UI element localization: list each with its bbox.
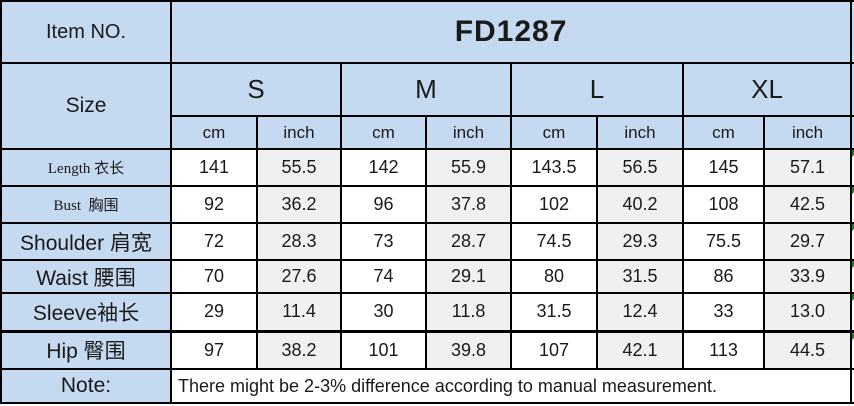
note-label-cell: Note: <box>0 368 172 404</box>
cell-bust-l-cm: 102 <box>510 185 598 224</box>
cell-shoulder-xl-cm: 75.5 <box>682 222 765 261</box>
cell-length-l-inch: 56.5 <box>596 148 684 187</box>
size-header-xl: XL <box>681 62 853 117</box>
cell-bust-xl-cm: 108 <box>682 185 765 224</box>
cell-bust-xl-inch: 42.5 <box>763 185 853 224</box>
unit-header-xl-inch: inch <box>763 115 853 150</box>
unit-header-m-cm: cm <box>340 115 427 150</box>
cell-hip-l-inch: 42.1 <box>596 329 684 370</box>
cell-waist-m-cm: 74 <box>340 259 427 294</box>
note-text-cell: There might be 2-3% difference according… <box>169 368 853 404</box>
unit-header-l-inch: inch <box>596 115 684 150</box>
cell-length-m-inch: 55.9 <box>425 148 512 187</box>
cell-waist-xl-inch: 33.9 <box>763 259 853 294</box>
cell-shoulder-l-inch: 29.3 <box>596 222 684 261</box>
cell-waist-l-cm: 80 <box>510 259 598 294</box>
size-header-m: M <box>340 62 512 117</box>
cell-waist-s-cm: 70 <box>170 259 258 294</box>
cell-shoulder-m-cm: 73 <box>340 222 427 261</box>
table-row-waist: Waist 腰围 70 27.6 74 29.1 80 31.5 86 33.9 <box>0 259 854 294</box>
table-row-sleeve: Sleeve袖长 29 11.4 30 11.8 31.5 12.4 33 13.0 <box>0 292 854 332</box>
cell-waist-m-inch: 29.1 <box>425 259 512 294</box>
cell-hip-l-cm: 107 <box>510 329 598 370</box>
cell-length-xl-inch: 57.1 <box>763 148 853 187</box>
cell-waist-s-inch: 27.6 <box>256 259 342 294</box>
cell-waist-xl-cm: 86 <box>682 259 765 294</box>
size-label-cell: Size <box>0 62 172 150</box>
table-row-length: Length 衣长 141 55.5 142 55.9 143.5 56.5 145 57.1 <box>0 148 854 187</box>
cell-bust-s-inch: 36.2 <box>256 185 342 224</box>
cell-sleeve-s-inch: 11.4 <box>256 292 342 332</box>
cell-length-l-cm: 143.5 <box>510 148 598 187</box>
item-no-value-cell: FD1287 <box>169 0 853 64</box>
cell-bust-m-cm: 96 <box>340 185 427 224</box>
unit-header-xl-cm: cm <box>682 115 765 150</box>
cell-sleeve-l-cm: 31.5 <box>510 292 598 332</box>
cell-hip-m-inch: 39.8 <box>425 329 512 370</box>
row-label-waist: Waist 腰围 <box>0 259 172 294</box>
cell-bust-m-inch: 37.8 <box>425 185 512 224</box>
unit-header-l-cm: cm <box>510 115 598 150</box>
size-header-s: S <box>170 62 342 117</box>
cell-hip-xl-cm: 113 <box>682 329 765 370</box>
cell-shoulder-s-cm: 72 <box>170 222 258 261</box>
size-header-l: L <box>510 62 684 117</box>
cell-sleeve-m-cm: 30 <box>340 292 427 332</box>
cell-shoulder-s-inch: 28.3 <box>256 222 342 261</box>
cell-shoulder-xl-inch: 29.7 <box>763 222 853 261</box>
cell-sleeve-xl-inch: 13.0 <box>763 292 853 332</box>
cell-bust-l-inch: 40.2 <box>596 185 684 224</box>
cell-length-m-cm: 142 <box>340 148 427 187</box>
cell-shoulder-l-cm: 74.5 <box>510 222 598 261</box>
row-label-shoulder: Shoulder 肩宽 <box>0 222 172 261</box>
row-label-sleeve: Sleeve袖长 <box>0 292 172 332</box>
cell-hip-s-cm: 97 <box>170 329 258 370</box>
unit-header-m-inch: inch <box>425 115 512 150</box>
cell-length-s-inch: 55.5 <box>256 148 342 187</box>
cell-waist-l-inch: 31.5 <box>596 259 684 294</box>
cell-shoulder-m-inch: 28.7 <box>425 222 512 261</box>
cell-length-xl-cm: 145 <box>682 148 765 187</box>
cell-sleeve-m-inch: 11.8 <box>425 292 512 332</box>
cell-hip-s-inch: 38.2 <box>256 329 342 370</box>
unit-header-s-inch: inch <box>256 115 342 150</box>
cell-hip-xl-inch: 44.5 <box>763 329 853 370</box>
row-label-length: Length 衣长 <box>0 148 172 187</box>
cell-sleeve-l-inch: 12.4 <box>596 292 684 332</box>
unit-header-s-cm: cm <box>170 115 258 150</box>
row-label-hip: Hip 臀围 <box>0 329 172 370</box>
row-label-bust: Bust 胸围 <box>0 185 172 224</box>
table-row-hip: Hip 臀围 97 38.2 101 39.8 107 42.1 113 44.5 <box>0 329 854 370</box>
cell-length-s-cm: 141 <box>170 148 258 187</box>
cell-hip-m-cm: 101 <box>340 329 427 370</box>
cell-sleeve-xl-cm: 33 <box>682 292 765 332</box>
cell-sleeve-s-cm: 29 <box>170 292 258 332</box>
item-no-label-cell: Item NO. <box>0 0 172 64</box>
table-row-shoulder: Shoulder 肩宽 72 28.3 73 28.7 74.5 29.3 75.5 29.7 <box>0 222 854 261</box>
cell-bust-s-cm: 92 <box>170 185 258 224</box>
table-row-bust: Bust 胸围 92 36.2 96 37.8 102 40.2 108 42.5 <box>0 185 854 224</box>
